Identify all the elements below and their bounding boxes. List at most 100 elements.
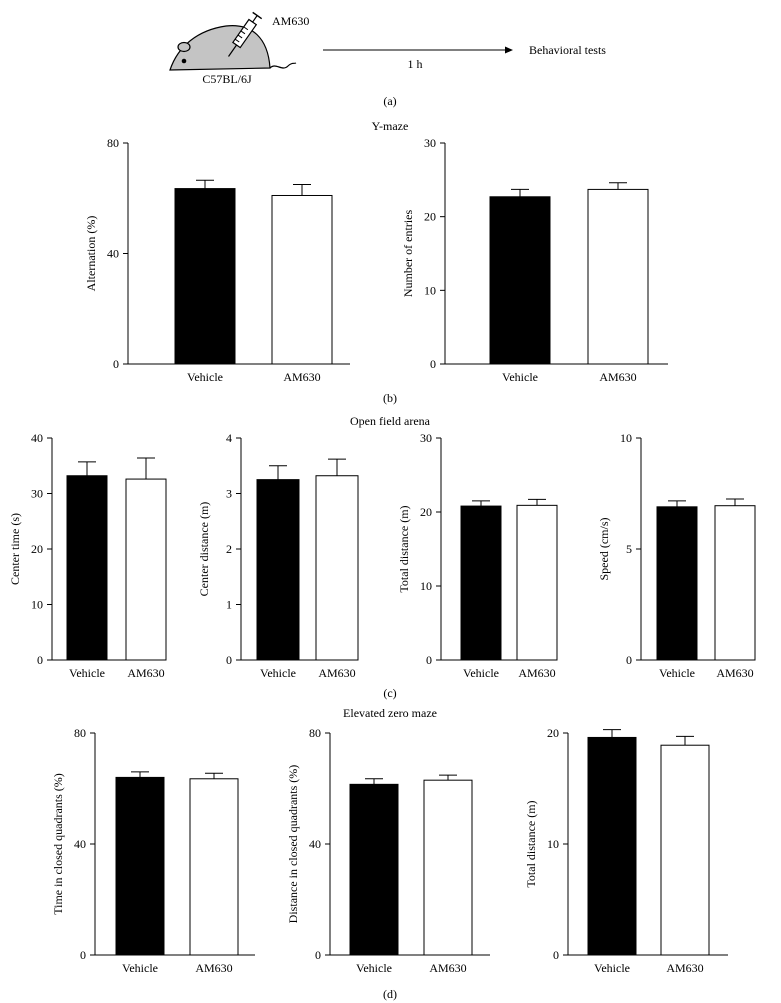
y-tick-label: 20 (547, 726, 559, 740)
section-title-zero-maze: Elevated zero maze (343, 706, 437, 720)
category-label-vehicle: Vehicle (356, 961, 392, 975)
y-tick-label: 20 (424, 210, 436, 224)
y-tick-label: 40 (107, 247, 119, 261)
y-tick-label: 2 (226, 542, 232, 556)
syringe-icon (228, 11, 263, 57)
category-label-am630: AM630 (195, 961, 232, 975)
y-tick-label: 0 (315, 948, 321, 962)
panel-label-b: (b) (383, 391, 397, 405)
category-label-am630: AM630 (666, 961, 703, 975)
outcome-label: Behavioral tests (529, 43, 606, 57)
y-tick-label: 20 (31, 542, 43, 556)
y-tick-label: 1 (226, 598, 232, 612)
y-axis-label: Center distance (m) (197, 502, 211, 597)
y-tick-label: 80 (309, 726, 321, 740)
panel-label-d: (d) (383, 987, 397, 1001)
chart-alternation: 0 40 80 Alternation (%) Vehicle AM630 (84, 136, 350, 384)
chart-time-in-closed-quadrants: 0 40 80 Time in closed quadrants (%) Vehicle… (51, 726, 255, 975)
category-label-vehicle: Vehicle (659, 666, 695, 680)
bar-vehicle (489, 196, 551, 365)
category-label-am630: AM630 (127, 666, 164, 680)
panel-label-c: (c) (383, 686, 396, 700)
y-tick-label: 0 (80, 948, 86, 962)
chart-speed: 0 5 10 Speed (cm/s) Vehicle AM630 (597, 431, 756, 680)
y-tick-label: 80 (107, 136, 119, 150)
panel-label-a: (a) (383, 94, 396, 108)
bar-am630 (660, 744, 710, 956)
bar-am630 (189, 778, 239, 956)
y-tick-label: 10 (424, 283, 436, 297)
chart-number-of-entries: 0 10 20 30 Number of entries Vehicle AM630 (401, 136, 668, 384)
category-label-am630: AM630 (599, 370, 636, 384)
bar-vehicle (115, 776, 165, 956)
bar-vehicle (256, 479, 300, 661)
chart-distance-in-closed-quadrants: 0 40 80 Distance in closed quadrants (%) Veh… (286, 726, 490, 975)
y-tick-label: 5 (626, 542, 632, 556)
y-tick-label: 10 (620, 431, 632, 445)
category-label-vehicle: Vehicle (594, 961, 630, 975)
y-tick-label: 0 (626, 653, 632, 667)
section-title-open-field: Open field arena (350, 414, 431, 428)
category-label-am630: AM630 (318, 666, 355, 680)
y-tick-label: 40 (309, 837, 321, 851)
bar-am630 (587, 188, 649, 365)
drug-label: AM630 (272, 14, 309, 28)
chart-center-time: 0 10 20 30 40 Center time (s) Vehicle AM630 (8, 431, 167, 680)
y-axis-label: Speed (cm/s) (597, 518, 611, 581)
chart-total-distance-open-field: 0 10 20 30 Total distance (m) Vehicle AM630 (397, 431, 558, 680)
chart-total-distance-zero-maze: 0 10 20 Total distance (m) Vehicle AM630 (524, 726, 728, 975)
bar-vehicle (66, 475, 108, 661)
bar-vehicle (587, 736, 637, 956)
y-tick-label: 0 (430, 357, 436, 371)
y-axis-label: Alternation (%) (84, 216, 98, 292)
category-label-vehicle: Vehicle (463, 666, 499, 680)
y-axis-label: Time in closed quadrants (%) (51, 773, 65, 915)
y-tick-label: 3 (226, 487, 232, 501)
bar-am630 (516, 504, 558, 661)
category-label-am630: AM630 (518, 666, 555, 680)
bar-vehicle (349, 783, 399, 956)
y-axis-label: Number of entries (401, 210, 415, 298)
chart-center-distance: 0 1 2 3 4 Center distance (m) Vehicle AM630 (197, 431, 359, 680)
strain-label: C57BL/6J (202, 72, 252, 86)
y-tick-label: 0 (37, 653, 43, 667)
category-label-am630: AM630 (716, 666, 753, 680)
arrow-head-icon (505, 46, 513, 54)
y-axis-label: Total distance (m) (524, 800, 538, 887)
bar-am630 (125, 478, 167, 661)
category-label-am630: AM630 (429, 961, 466, 975)
y-tick-label: 10 (547, 837, 559, 851)
category-label-am630: AM630 (283, 370, 320, 384)
y-tick-label: 40 (31, 431, 43, 445)
category-label-vehicle: Vehicle (69, 666, 105, 680)
y-tick-label: 0 (226, 653, 232, 667)
y-axis-label: Center time (s) (8, 513, 22, 585)
y-tick-label: 20 (420, 505, 432, 519)
bar-am630 (423, 779, 473, 956)
y-tick-label: 40 (74, 837, 86, 851)
y-tick-label: 0 (113, 357, 119, 371)
schematic-panel-a: AM630 C57BL/6J 1 h Behavioral tests (169, 11, 606, 86)
bar-am630 (315, 475, 359, 661)
section-title-ymaze: Y-maze (372, 119, 409, 133)
mouse-icon (169, 25, 297, 71)
y-tick-label: 30 (424, 136, 436, 150)
bar-am630 (714, 505, 756, 661)
category-label-vehicle: Vehicle (502, 370, 538, 384)
y-tick-label: 10 (420, 579, 432, 593)
y-tick-label: 0 (553, 948, 559, 962)
y-tick-label: 30 (420, 431, 432, 445)
bar-vehicle (174, 188, 236, 365)
category-label-vehicle: Vehicle (122, 961, 158, 975)
interval-label: 1 h (408, 57, 423, 71)
category-label-vehicle: Vehicle (187, 370, 223, 384)
y-tick-label: 4 (226, 431, 232, 445)
bar-vehicle (460, 505, 502, 661)
y-tick-label: 10 (31, 598, 43, 612)
y-tick-label: 80 (74, 726, 86, 740)
category-label-vehicle: Vehicle (260, 666, 296, 680)
y-tick-label: 30 (31, 487, 43, 501)
y-tick-label: 0 (426, 653, 432, 667)
y-axis-label: Total distance (m) (397, 505, 411, 592)
